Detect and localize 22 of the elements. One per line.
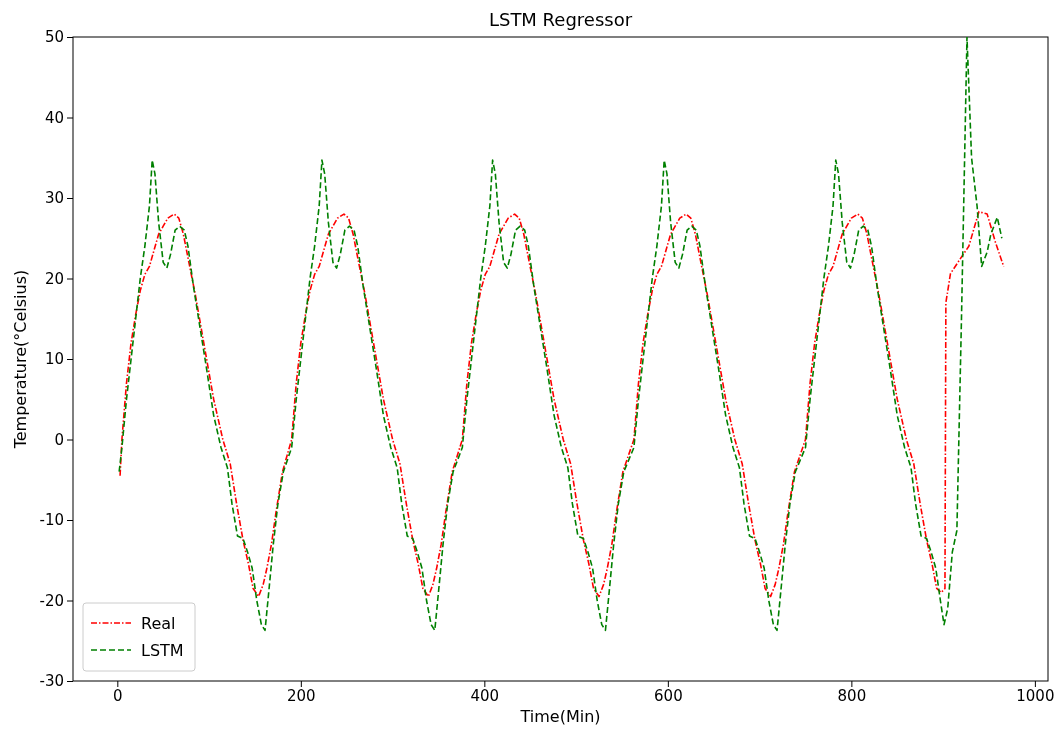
x-tick-label: 1000 <box>1016 686 1055 705</box>
x-tick-label: 800 <box>837 686 867 705</box>
line-series <box>119 210 1005 598</box>
y-tick-label: 0 <box>54 430 64 449</box>
y-tick-label: -20 <box>39 591 64 610</box>
y-tick-label: -10 <box>39 511 64 530</box>
x-tick-label: 400 <box>470 686 500 705</box>
legend-label: Real <box>141 614 176 633</box>
legend-label: LSTM <box>141 641 184 660</box>
x-tick-label: 0 <box>113 686 123 705</box>
x-tick-label: 600 <box>654 686 683 705</box>
y-axis-title: Temperature(°Celsius) <box>11 269 30 450</box>
chart-title: LSTM Regressor <box>488 9 633 30</box>
line-series <box>118 37 1003 632</box>
x-axis-title: Time(Min) <box>519 707 601 726</box>
y-tick-label: 50 <box>44 28 64 47</box>
x-tick-label: 200 <box>287 686 316 705</box>
y-tick-label: -30 <box>39 672 64 691</box>
y-tick-label: 20 <box>44 269 64 288</box>
y-tick-label: 30 <box>44 189 64 208</box>
y-tick-label: 10 <box>44 350 64 369</box>
y-tick-label: 40 <box>44 108 64 127</box>
